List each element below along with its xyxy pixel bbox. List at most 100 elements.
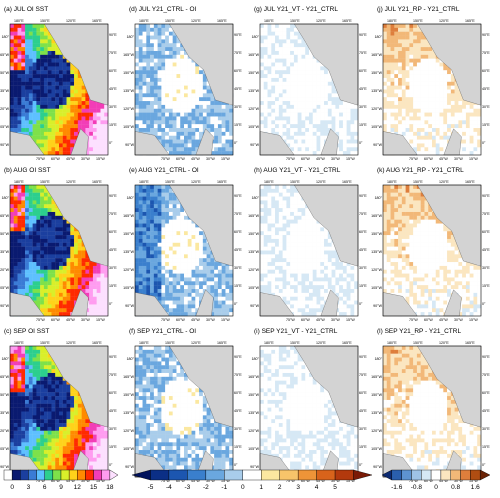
tick-label: 105°W — [248, 125, 259, 129]
map-panel-f: (f) SEP Y21_CTRL - OI 180°E 150°E 120°E 165°… — [123, 328, 242, 483]
tick-label: 45°E — [482, 409, 490, 413]
tick-label: 60°E — [234, 69, 242, 73]
colorbar-group: 0 3 6 9 12 15 18 -5 -4 -3 -2 -1 0 1 2 3 4 5 -1.6 -0.8 0 0.8 1.… — [3, 469, 491, 491]
tick-label: 150°W — [371, 232, 382, 236]
tick-label: 180°E — [387, 341, 397, 345]
colorbar-label: 4 — [315, 484, 319, 491]
tick-label: 180°E — [14, 341, 24, 345]
tick-label: 45°W — [316, 157, 325, 161]
colorbar-swatch — [11, 469, 21, 481]
map-panel-h: (h) AUG Y21_VT - Y21_CTRL 180°E 150°E 120°E… — [248, 167, 367, 322]
tick-label: 45°E — [359, 409, 367, 413]
tick-label: 45°W — [439, 318, 448, 322]
colorbar-label: -1 — [221, 484, 227, 491]
tick-label: 0° — [359, 302, 363, 306]
tick-label: 30°W — [81, 479, 90, 483]
tick-label: 120°W — [248, 268, 259, 272]
colorbar-swatch — [44, 469, 54, 481]
colorbar-label: 5 — [333, 484, 337, 491]
tick-label: 30°W — [454, 318, 463, 322]
tick-label: 30°W — [331, 318, 340, 322]
colorbar-swatch — [150, 469, 170, 481]
tick-label: 30°E — [482, 427, 490, 431]
tick-label: 45°E — [109, 409, 117, 413]
tick-label: 180°E — [264, 180, 274, 184]
tick-label: 60°W — [51, 157, 60, 161]
map-panel-i: (i) SEP Y21_VT - Y21_CTRL 180°E 150°E 120°E… — [248, 328, 367, 483]
tick-label: 150°E — [290, 19, 300, 23]
colorbar-label: 3 — [27, 484, 31, 491]
tick-label: 60°E — [482, 69, 490, 73]
tick-label: 90°W — [373, 465, 382, 469]
map-panel-b: (b) AUG OI SST 180°E 150°E 120°E 165°E 180° 16… — [0, 167, 117, 322]
colorbar-small: -1.6 -0.8 0 0.8 1.6 — [381, 469, 491, 491]
tick-label: 75°W — [161, 157, 170, 161]
tick-label: 15°E — [234, 284, 242, 288]
tick-label: 90°E — [482, 194, 490, 198]
tick-label: 90°W — [373, 304, 382, 308]
tick-label: 105°W — [248, 286, 259, 290]
tick-label: 45°W — [439, 157, 448, 161]
tick-label: 150°W — [371, 71, 382, 75]
tick-label: 90°E — [109, 33, 117, 37]
colorbar-label: -1.6 — [391, 484, 403, 491]
tick-label: 165°E — [92, 19, 102, 23]
tick-label: 15°E — [109, 284, 117, 288]
map-panel-e: (e) AUG Y21_CTRL - OI 180°E 150°E 120°E 165°… — [123, 167, 242, 322]
tick-label: 15°W — [346, 318, 355, 322]
colorbar-swatch — [450, 469, 461, 481]
tick-label: 75°W — [409, 479, 418, 483]
tick-label: 120°E — [316, 19, 326, 23]
tick-label: 0° — [359, 141, 363, 145]
tick-label: 75°E — [234, 212, 242, 216]
panel-title: (f) SEP Y21_CTRL - OI — [129, 328, 196, 335]
tick-label: 150°W — [123, 232, 134, 236]
tick-label: 75°W — [161, 318, 170, 322]
tick-label: 120°E — [191, 341, 201, 345]
tick-label: 45°W — [66, 479, 75, 483]
tick-label: 150°E — [165, 19, 175, 23]
tick-label: 120°W — [371, 429, 382, 433]
tick-label: 15°E — [359, 123, 367, 127]
tick-label: 60°E — [482, 391, 490, 395]
panel-title: (a) JUL OI SST — [4, 6, 48, 13]
tick-label: 120°E — [439, 19, 449, 23]
tick-label: 75°W — [286, 479, 295, 483]
colorbar-swatch — [460, 469, 471, 481]
tick-label: 30°E — [359, 427, 367, 431]
tick-label: 90°E — [109, 194, 117, 198]
tick-label: 150°W — [0, 393, 10, 397]
tick-label: 45°W — [316, 479, 325, 483]
tick-label: 120°E — [316, 180, 326, 184]
tick-label: 45°W — [66, 157, 75, 161]
tick-label: 60°E — [359, 69, 367, 73]
colorbar-swatch — [85, 469, 94, 481]
panel-title: (g) JUL Y21_VT - Y21_CTRL — [254, 6, 338, 13]
tick-label: 0° — [482, 302, 486, 306]
map-panel-j: (j) JUL Y21_RP - Y21_CTRL 180°E 150°E 120°E… — [371, 6, 490, 161]
tick-label: 165°W — [248, 214, 259, 218]
panel-title: (b) AUG OI SST — [4, 167, 51, 174]
tick-label: 180°E — [387, 19, 397, 23]
tick-label: 165°E — [465, 341, 475, 345]
tick-label: 180° — [252, 196, 260, 200]
colorbar-swatch — [36, 469, 45, 481]
tick-label: 90°E — [359, 194, 367, 198]
tick-label: 150°W — [371, 393, 382, 397]
tick-label: 30°E — [359, 105, 367, 109]
tick-label: 15°W — [221, 479, 230, 483]
panel-title: (j) JUL Y21_RP - Y21_CTRL — [377, 6, 460, 13]
tick-label: 60°E — [109, 391, 117, 395]
tick-label: 165°E — [92, 341, 102, 345]
colorbar-label: -4 — [166, 484, 172, 491]
tick-label: 165°W — [0, 53, 10, 57]
tick-label: 180° — [252, 35, 260, 39]
tick-label: 120°W — [248, 429, 259, 433]
map-panel-l: (l) SEP Y21_RP - Y21_CTRL 180°E 150°E 120°E… — [371, 328, 490, 483]
tick-label: 30°E — [109, 266, 117, 270]
tick-label: 165°E — [92, 180, 102, 184]
tick-label: 135°W — [0, 89, 10, 93]
tick-label: 75°E — [359, 373, 367, 377]
tick-label: 120°W — [371, 268, 382, 272]
tick-label: 75°E — [482, 212, 490, 216]
